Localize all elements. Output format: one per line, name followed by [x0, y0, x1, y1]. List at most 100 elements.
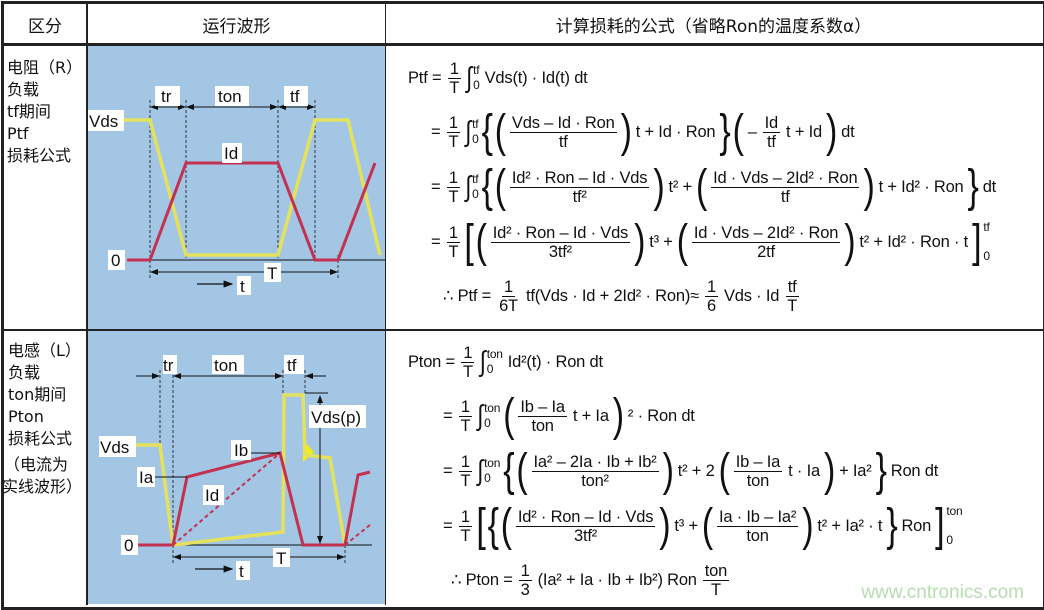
formula-text: Vds(t) · Id(t) dt [484, 68, 588, 87]
numerator: Id [762, 113, 781, 133]
denominator: 6 [706, 296, 716, 315]
label-line: 负载 [7, 80, 40, 99]
lower-limit: 0 [472, 187, 479, 201]
bracket: ) [823, 444, 836, 496]
bracket: ) [620, 105, 632, 157]
lower-limit: 0 [484, 471, 491, 485]
bracket: ) [863, 160, 875, 212]
numerator: tf [785, 277, 799, 297]
integral: ∫ ton 0 [477, 454, 500, 487]
tf-label: tf [287, 356, 297, 375]
bracket: { [481, 105, 493, 157]
denominator: T [460, 416, 471, 435]
bracket: ( [516, 444, 528, 496]
timing-arrows [150, 104, 338, 275]
header-divider [1, 43, 1043, 46]
timing-arrows [136, 373, 345, 560]
denominator: T [448, 187, 459, 206]
label-line: 损耗公式 [7, 146, 72, 165]
lower-limit: 0 [473, 78, 480, 92]
row2-category: 电感（L） 负载 ton期间 Pton 损耗公式 （电流为 实线波形） [2, 340, 82, 498]
fraction: Vds – Id · Ron tf [509, 113, 617, 151]
row-divider [1, 329, 1043, 331]
formula-text: = [443, 406, 453, 425]
denominator: T [787, 296, 798, 315]
fraction: Ia² – 2Ia · Ib + Ib² ton² [531, 453, 659, 490]
formula-text: t² + Ia² · t [817, 516, 883, 535]
bracket: ( [732, 105, 744, 157]
bracket-icon: ] [972, 215, 982, 267]
integral: ∫ ton 0 [477, 399, 500, 432]
bracket: } [875, 444, 887, 496]
bracket: } [886, 499, 898, 551]
denominator: 3 [520, 580, 530, 599]
fraction: 1 6T [497, 278, 520, 315]
integral: ∫ tf 0 [465, 170, 479, 203]
header-formula: 计算损耗的公式（省略Ron的温度系数α） [555, 16, 872, 37]
formula-text: ² · Ron dt [627, 406, 695, 425]
row1-formula-line: = 1 T ∫ tf 0{(Vds – Id · Ron tf) t + Id · Ron}(… [428, 106, 858, 157]
bracket: } [967, 160, 979, 212]
integral-sign-icon: ∫ [465, 115, 472, 148]
bracket: ) [653, 160, 665, 212]
timing-guides [149, 100, 339, 280]
evaluation-bracket: ] tf 0 [971, 216, 990, 267]
formula-text: t · Ia [788, 461, 820, 480]
integral-sign-icon: ∫ [465, 170, 472, 203]
denominator: ton [531, 416, 554, 435]
denominator: 3tf² [574, 526, 598, 545]
row2-formula-line: = 1 T ∫ ton 0{(Ia² – 2Ia · Ib + Ib² ton²) t² + … [440, 445, 941, 496]
bracket: ( [503, 389, 515, 441]
formula-text: = [443, 461, 453, 480]
integral: ∫ tf 0 [465, 115, 479, 148]
bracket: ( [718, 444, 730, 496]
formula-text: Ron [901, 516, 932, 535]
integral-limits: ton 0 [484, 401, 500, 431]
bracket: [ [476, 499, 486, 551]
denominator: T [711, 580, 721, 599]
formula-text: Pton = [408, 352, 455, 371]
numerator: Ia · Ib – Ia² [717, 507, 799, 527]
numerator: Vds – Id · Ron [509, 113, 617, 133]
fraction: Id² · Ron – Id · Vds tf² [509, 169, 650, 206]
integral-sign-icon: ∫ [479, 345, 486, 378]
fraction: tf T [785, 278, 799, 315]
denominator: ton [746, 471, 770, 490]
fraction: Id · Vds – 2Id² · Ron 2tf [691, 223, 841, 261]
formula-text: ∴ Pton = [451, 571, 513, 589]
numerator: 1 [458, 507, 472, 527]
period-label: T [276, 549, 286, 568]
denominator: ton [746, 526, 769, 545]
upper-limit: ton [946, 504, 963, 518]
formula-text: t + Id [786, 122, 822, 141]
bracket: ) [802, 499, 814, 551]
waveform-column-bg [88, 46, 385, 604]
denominator: tf [780, 187, 790, 206]
numerator: Id · Vds – 2Id² · Ron [691, 223, 841, 243]
numerator: Id² · Ron – Id · Vds [515, 507, 656, 527]
numerator: Ib – Ia [518, 397, 567, 417]
numerator: 1 [458, 452, 472, 472]
formula-text: = [443, 516, 453, 535]
vds-label: Vds [100, 438, 129, 457]
bracket: ) [612, 389, 624, 441]
ton-label: ton [218, 87, 242, 106]
lower-limit: 0 [946, 533, 953, 547]
label-line: Ptf [7, 124, 29, 143]
header-waveform: 运行波形 [202, 16, 271, 37]
numerator: 1 [704, 277, 718, 297]
zero-label: 0 [124, 536, 133, 555]
denominator: T [448, 242, 459, 261]
upper-limit: ton [484, 401, 501, 415]
denominator: tf² [572, 187, 587, 206]
numerator: 1 [447, 59, 461, 79]
formula-text: t + Id · Ron [635, 122, 716, 141]
bracket: { [503, 444, 515, 496]
formula-text: Id²(t) · Ron dt [507, 352, 603, 371]
denominator: ton² [581, 471, 609, 490]
upper-limit: tf [472, 172, 479, 186]
